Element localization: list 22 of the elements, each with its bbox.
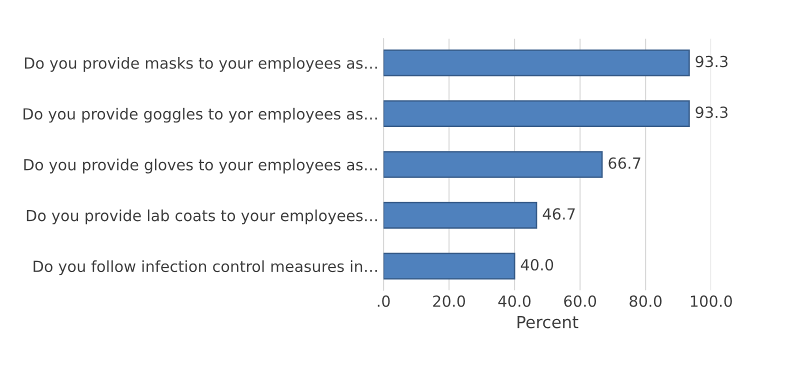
x-tick-label: 80.0 (630, 295, 662, 307)
data-label: 93.3 (696, 106, 728, 118)
x-tick-label: .0 (378, 295, 390, 307)
x-tick-label: 20.0 (433, 295, 466, 307)
bar (384, 49, 690, 76)
data-label: 46.7 (542, 208, 575, 220)
y-tick-label: Do you follow infection control measures in… (34, 260, 377, 276)
bar (384, 252, 516, 280)
x-tick-label: 60.0 (564, 295, 596, 307)
y-tick-label: Do you provide masks to your employees as… (24, 57, 377, 72)
y-tick-label: Do you provide gloves to your employees as… (24, 158, 377, 174)
bar (384, 100, 690, 128)
x-tick-label: 100.0 (690, 295, 732, 307)
y-tick-label: Do you provide goggles to yor employees as… (24, 108, 377, 123)
data-label: 40.0 (520, 258, 554, 271)
x-tick-label: 40.0 (498, 295, 531, 307)
data-label: 93.3 (696, 56, 728, 68)
bar (384, 151, 603, 178)
bar (384, 202, 538, 229)
y-tick-label: Do you provide lab coats to your employees… (26, 209, 377, 224)
x-axis-title: Percent (518, 316, 578, 328)
data-label: 66.7 (608, 157, 640, 169)
